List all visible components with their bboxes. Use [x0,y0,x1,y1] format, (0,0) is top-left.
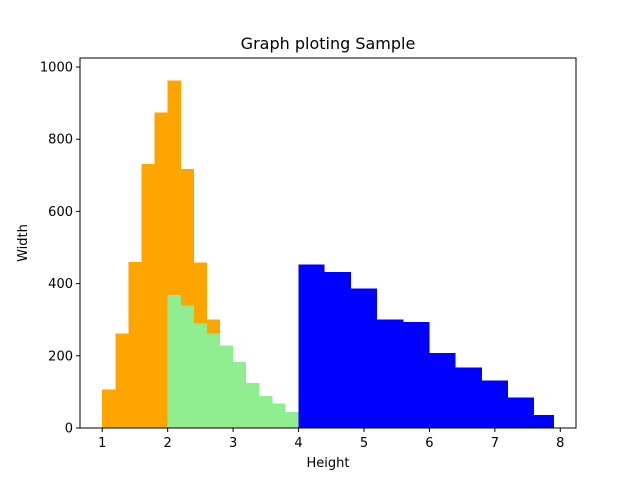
x-tick-label: 6 [425,436,433,451]
y-axis-ticks: 0 200 400 600 800 1000 [40,61,80,437]
histogram-bar [193,323,207,428]
histogram-bar [507,397,535,428]
histogram-bar [180,305,194,428]
histogram-bar [377,319,404,428]
x-axis-ticks: 1 2 3 4 5 6 7 8 [98,428,564,451]
x-tick-label: 2 [164,436,172,451]
histogram-bar [350,288,378,428]
y-tick-label: 800 [48,133,73,148]
histogram-bar [102,389,116,428]
plot-frame [79,57,577,429]
histogram-bar [206,333,221,428]
x-tick-label: 5 [360,436,368,451]
x-tick-label: 4 [294,436,302,451]
histogram-bar [481,380,508,428]
histogram-bar [324,272,351,428]
histogram-bar [259,395,273,428]
histogram-bar [128,261,142,428]
histogram-bar [220,345,234,428]
x-tick-label: 1 [98,436,106,451]
histogram-bar [233,361,247,428]
y-tick-label: 200 [48,349,73,364]
chart-title: Graph ploting Sample [241,34,416,53]
histogram-bar [455,367,482,428]
y-tick-label: 600 [48,205,73,220]
x-tick-label: 7 [491,436,499,451]
histogram-bar [403,321,430,428]
x-axis-label: Height [307,456,350,471]
histogram-bar [429,352,456,428]
histogram-bar [285,412,299,428]
x-tick-label: 3 [229,436,237,451]
histogram-bar [115,333,129,428]
histogram-bar [534,415,554,428]
y-tick-label: 1000 [40,61,73,76]
bars-group [102,80,554,429]
y-tick-label: 0 [65,422,73,437]
histogram-bar [298,264,325,428]
histogram-bar [154,112,168,428]
histogram-bar [167,295,181,428]
histogram-bar [246,383,260,428]
y-axis-label: Width [16,224,31,262]
x-tick-label: 8 [556,436,564,451]
y-tick-label: 400 [48,277,73,292]
histogram-bar [272,403,286,428]
histogram-bar [141,164,155,428]
